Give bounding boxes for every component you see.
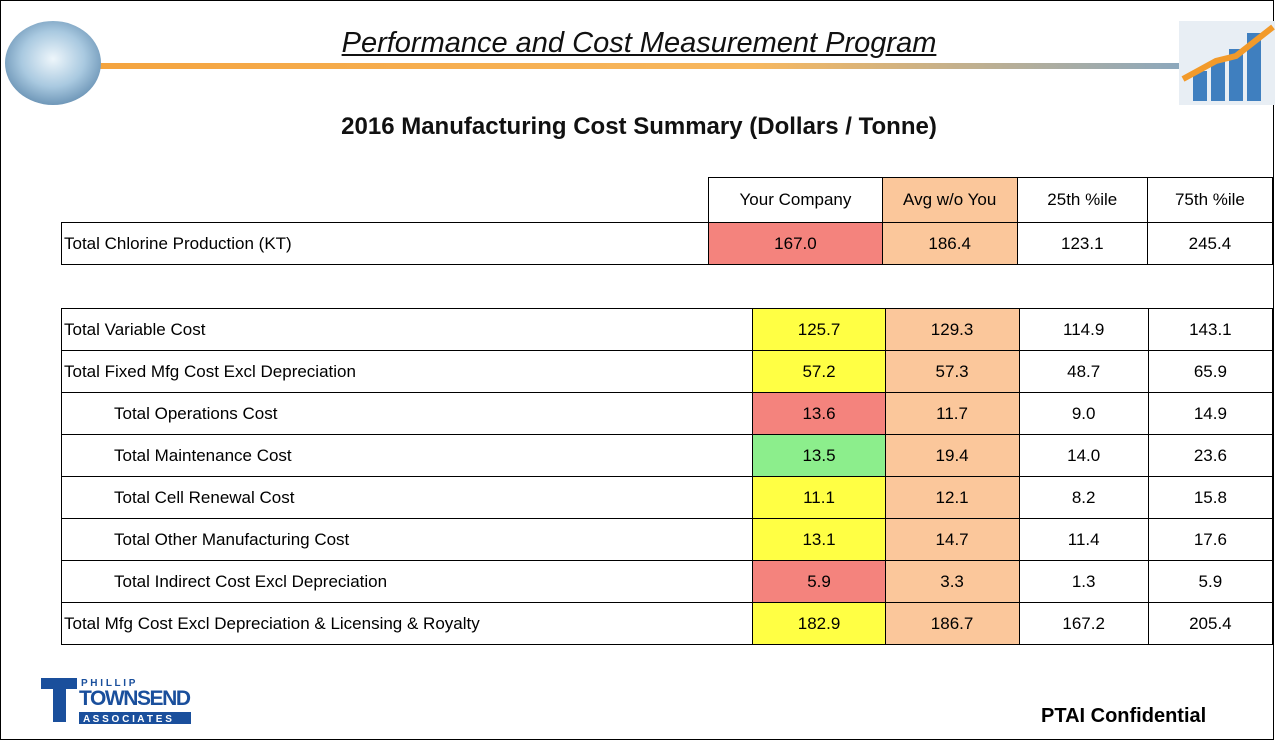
cell: 65.9 — [1147, 350, 1274, 393]
cell: 245.4 — [1146, 222, 1274, 265]
column-header: Avg w/o You — [881, 177, 1018, 223]
header-art — [5, 21, 1275, 105]
logo-line3: A S S O C I A T E S — [83, 714, 172, 725]
cell: 167.0 — [708, 222, 883, 265]
row-label: Total Mfg Cost Excl Depreciation & Licen… — [60, 602, 754, 645]
cell: 114.9 — [1018, 308, 1149, 351]
row-label: Total Chlorine Production (KT) — [60, 222, 710, 265]
cell: 8.2 — [1018, 476, 1149, 519]
column-header: Your Company — [708, 177, 883, 223]
cell: 1.3 — [1018, 560, 1149, 603]
cell: 13.6 — [752, 392, 886, 435]
cost-table: Total Variable Cost 125.7 129.3 114.9 143.1 T… — [60, 308, 1274, 645]
chart-icon — [1179, 21, 1275, 105]
cell: 123.1 — [1016, 222, 1148, 265]
cell: 14.7 — [884, 518, 1020, 561]
cell: 23.6 — [1147, 434, 1274, 477]
cell: 57.3 — [884, 350, 1020, 393]
logo-line1: P H I L L I P — [81, 678, 136, 689]
confidential: PTAI Confidential — [1041, 705, 1207, 727]
row-label: Total Other Manufacturing Cost — [60, 518, 754, 561]
logo: P H I L L I P TOWNSEND A S S O C I A T E… — [41, 678, 191, 725]
row-label: Total Indirect Cost Excl Depreciation — [60, 560, 754, 603]
cell: 11.7 — [884, 392, 1020, 435]
cell: 125.7 — [752, 308, 886, 351]
cell: 167.2 — [1018, 602, 1149, 645]
cost-row: Total Maintenance Cost 13.5 19.4 14.0 23.6 — [60, 434, 1274, 477]
column-header: 25th %ile — [1016, 177, 1148, 223]
row-label: Total Operations Cost — [60, 392, 754, 435]
cell: 3.3 — [884, 560, 1020, 603]
cell: 5.9 — [1147, 560, 1274, 603]
cell: 129.3 — [884, 308, 1020, 351]
row-label: Total Fixed Mfg Cost Excl Depreciation — [60, 350, 754, 393]
cell: 11.1 — [752, 476, 886, 519]
cell: 15.8 — [1147, 476, 1274, 519]
row-label: Total Maintenance Cost — [60, 434, 754, 477]
header-row: Your Company Avg w/o You 25th %ile 75th %il… — [61, 177, 1274, 223]
cost-row: Total Cell Renewal Cost 11.1 12.1 8.2 15.8 — [60, 476, 1274, 519]
cost-row: Total Operations Cost 13.6 11.7 9.0 14.9 — [60, 392, 1274, 435]
column-header: 75th %ile — [1146, 177, 1274, 223]
cell: 13.5 — [752, 434, 886, 477]
cell: 57.2 — [752, 350, 886, 393]
title: Performance and Cost Measurement Program — [341, 27, 937, 59]
cell: 205.4 — [1147, 602, 1274, 645]
header-rule — [41, 63, 1231, 69]
cell: 12.1 — [884, 476, 1020, 519]
production-row: Total Chlorine Production (KT) 167.0 186.4… — [60, 222, 1274, 265]
cost-row: Total Indirect Cost Excl Depreciation 5.9… — [60, 560, 1274, 603]
cell: 11.4 — [1018, 518, 1149, 561]
cell: 14.0 — [1018, 434, 1149, 477]
globe-icon — [5, 21, 101, 105]
cell: 14.9 — [1147, 392, 1274, 435]
cell: 182.9 — [752, 602, 886, 645]
cost-row: Total Variable Cost 125.7 129.3 114.9 143.1 — [60, 308, 1274, 351]
subtitle: 2016 Manufacturing Cost Summary (Dollars… — [341, 113, 937, 140]
cost-row: Total Mfg Cost Excl Depreciation & Licen… — [60, 602, 1274, 645]
cell: 13.1 — [752, 518, 886, 561]
row-label: Total Variable Cost — [60, 308, 754, 351]
cell: 19.4 — [884, 434, 1020, 477]
cell: 143.1 — [1147, 308, 1274, 351]
cell: 17.6 — [1147, 518, 1274, 561]
header-blank — [61, 177, 709, 223]
cell: 186.7 — [884, 602, 1020, 645]
cell: 186.4 — [881, 222, 1018, 265]
logo-line2: TOWNSEND — [79, 687, 191, 710]
cell: 5.9 — [752, 560, 886, 603]
cell: 9.0 — [1018, 392, 1149, 435]
cost-row: Total Fixed Mfg Cost Excl Depreciation 57… — [60, 350, 1274, 393]
cell: 48.7 — [1018, 350, 1149, 393]
row-label: Total Cell Renewal Cost — [60, 476, 754, 519]
cost-row: Total Other Manufacturing Cost 13.1 14.7 11… — [60, 518, 1274, 561]
production-table: Your Company Avg w/o You 25th %ile 75th %il… — [60, 177, 1274, 265]
